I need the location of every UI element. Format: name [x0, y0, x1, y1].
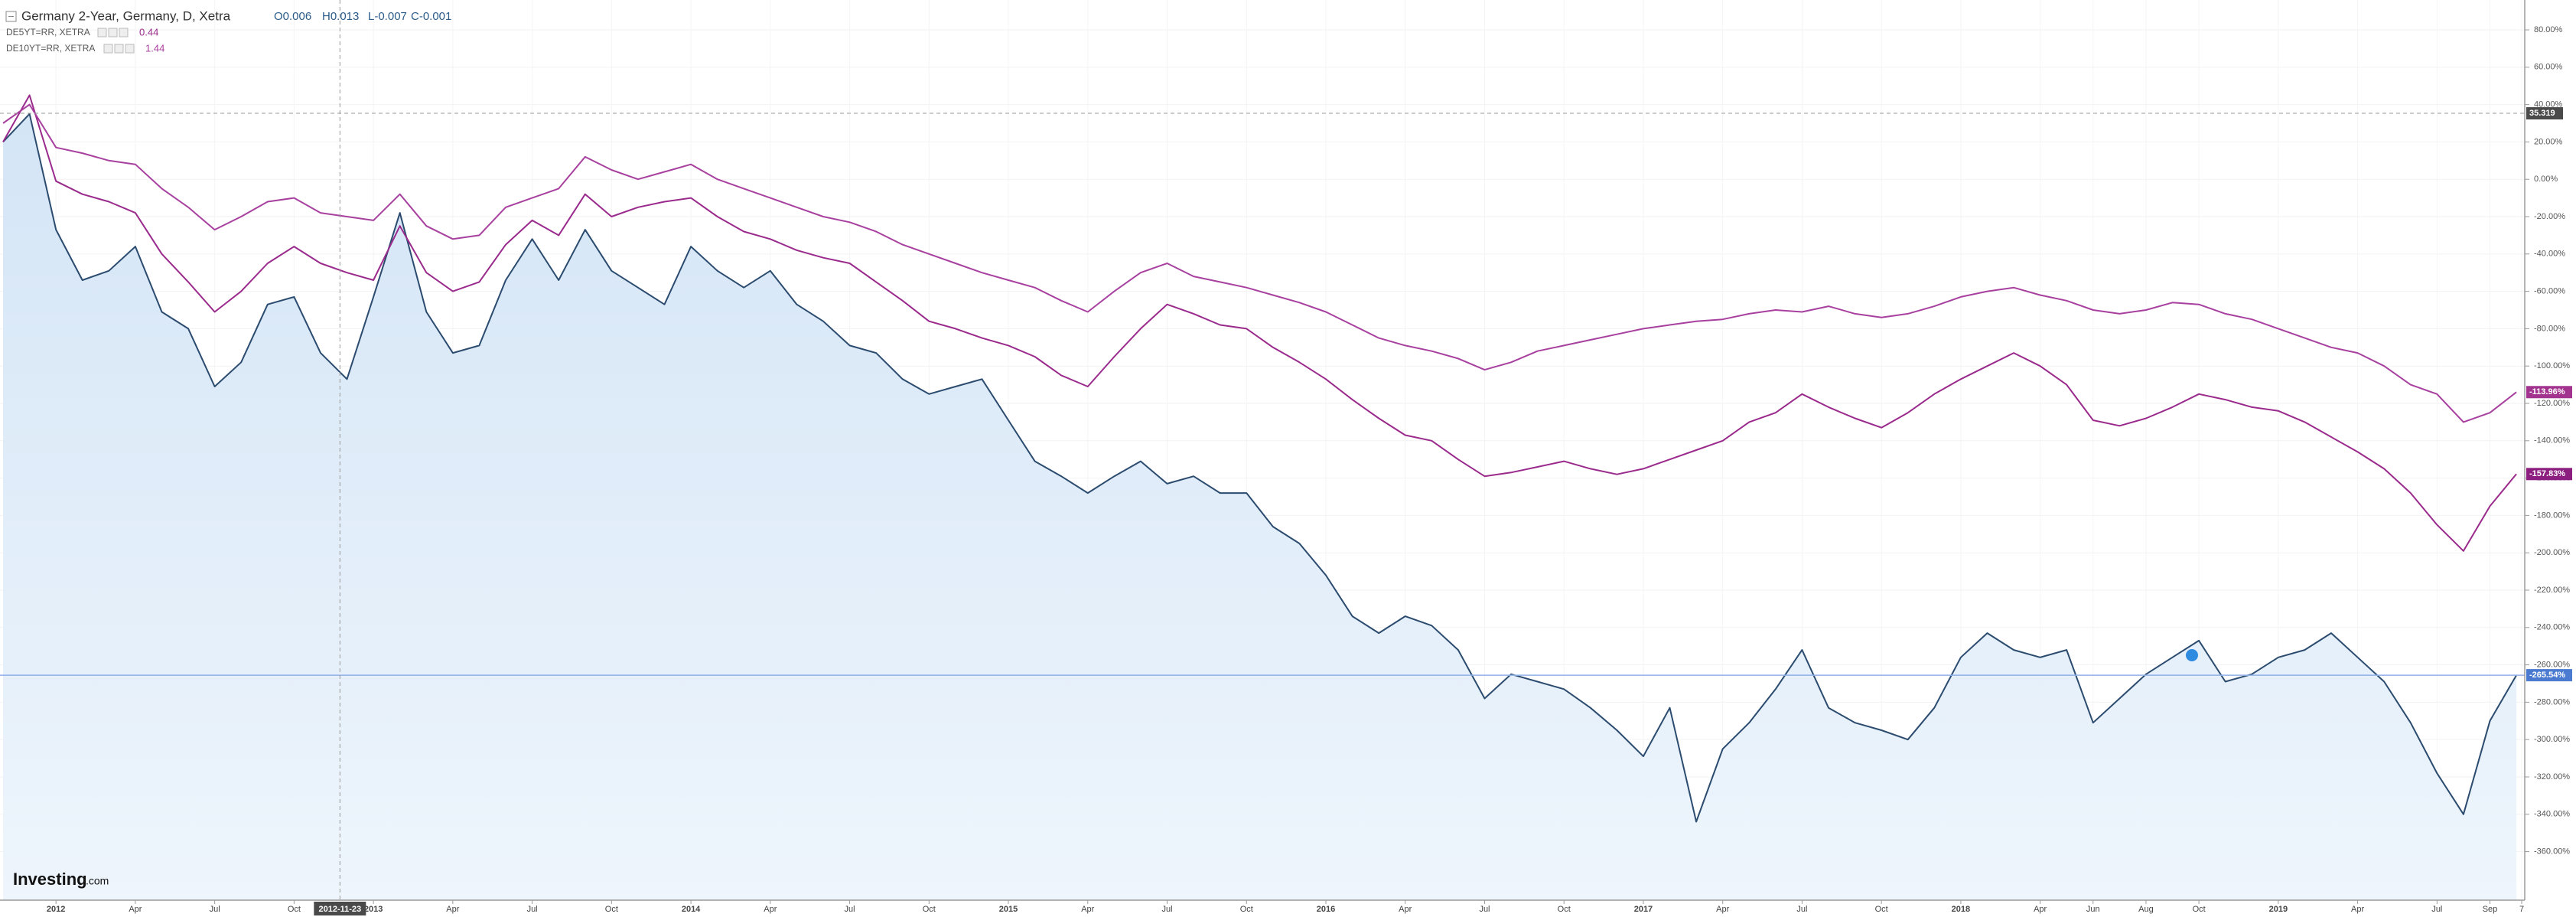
brand-suffix: .com — [86, 875, 109, 887]
value-tag — [2526, 669, 2572, 682]
ohlc-low: L-0.007 — [368, 10, 407, 23]
x-tick-label: Apr — [764, 905, 777, 914]
y-tick-label: 0.00% — [2534, 175, 2558, 184]
x-tick-label: Jul — [2431, 905, 2442, 914]
y-tick-label: 20.00% — [2534, 137, 2563, 146]
collapse-icon[interactable] — [5, 11, 17, 22]
series-line — [2, 113, 2517, 823]
legend-icon[interactable] — [114, 44, 124, 54]
y-tick-label: -200.00% — [2534, 548, 2570, 557]
legend-icon[interactable] — [103, 44, 113, 54]
value-tag — [2526, 386, 2572, 399]
y-tick-label: -140.00% — [2534, 436, 2570, 445]
y-tick-label: -80.00% — [2534, 324, 2565, 333]
x-tick-label: Jul — [527, 905, 538, 914]
plot-area — [0, 0, 2525, 900]
y-tick-label: -100.00% — [2534, 361, 2570, 370]
legend-label: DE10YT=RR, XETRA — [6, 43, 95, 54]
x-tick-label: 2017 — [1634, 905, 1653, 914]
crosshair-y-label: 35.319 — [2529, 109, 2555, 118]
value-tag-label: -113.96% — [2529, 387, 2565, 396]
y-tick-label: -260.00% — [2534, 660, 2570, 669]
y-tick-label: -240.00% — [2534, 623, 2570, 632]
x-tick-label: Sep — [2483, 905, 2498, 914]
y-tick-label: -220.00% — [2534, 586, 2570, 595]
series-line — [2, 103, 2517, 423]
x-tick-label: Apr — [446, 905, 459, 914]
x-tick-label: Jul — [1796, 905, 1807, 914]
x-tick-label: Oct — [1240, 905, 1253, 914]
x-tick-label: Jul — [1479, 905, 1490, 914]
series-line — [2, 94, 2517, 552]
legend-label: DE5YT=RR, XETRA — [6, 27, 90, 38]
y-tick-label: -20.00% — [2534, 212, 2565, 221]
x-tick-label: 2019 — [2269, 905, 2288, 914]
y-tick-label: -340.00% — [2534, 810, 2570, 819]
y-tick-label: -120.00% — [2534, 399, 2570, 408]
x-tick-label: Oct — [288, 905, 301, 914]
y-tick-label: 80.00% — [2534, 25, 2563, 34]
x-tick-label: Apr — [1081, 905, 1094, 914]
x-tick-label: 2014 — [682, 905, 701, 914]
value-tag-label: -157.83% — [2529, 469, 2565, 478]
x-tick-label: Apr — [2351, 905, 2364, 914]
y-tick-label: -180.00% — [2534, 511, 2570, 520]
x-tick-label: 2016 — [1317, 905, 1335, 914]
y-tick-label: 60.00% — [2534, 63, 2563, 72]
x-tick-label: Apr — [129, 905, 142, 914]
x-tick-label: 2015 — [999, 905, 1018, 914]
x-tick-label: Aug — [2138, 905, 2154, 914]
y-tick-label: -300.00% — [2534, 735, 2570, 744]
value-tag-label: -265.54% — [2529, 671, 2565, 680]
legend-value: 0.44 — [139, 26, 158, 38]
y-tick-label: -320.00% — [2534, 772, 2570, 782]
x-tick-label: Oct — [1875, 905, 1888, 914]
x-tick-label: Apr — [1399, 905, 1412, 914]
x-tick-label: Jul — [1161, 905, 1172, 914]
crosshair-y-tag — [2526, 107, 2563, 120]
ohlc-open: O0.006 — [274, 10, 311, 23]
x-tick-label: Jul — [845, 905, 855, 914]
y-tick-label: -40.00% — [2534, 250, 2565, 259]
y-tick-label: 40.00% — [2534, 100, 2563, 109]
ohlc-close: C-0.001 — [411, 10, 451, 23]
x-tick-label: Oct — [923, 905, 936, 914]
x-tick-label: Apr — [2034, 905, 2047, 914]
x-tick-label: Jun — [2086, 905, 2100, 914]
legend-icons — [97, 28, 135, 54]
legend-icon[interactable] — [119, 28, 129, 38]
x-tick-label: 2013 — [364, 905, 383, 914]
x-tick-label: Oct — [2193, 905, 2206, 914]
event-marker[interactable] — [2186, 649, 2198, 661]
y-tick-label: -280.00% — [2534, 697, 2570, 707]
series-area — [3, 113, 2517, 900]
legend-icon[interactable] — [97, 28, 107, 38]
brand-logo: Investing — [13, 870, 87, 889]
x-tick-label: 2012 — [47, 905, 65, 914]
y-tick-label: -360.00% — [2534, 847, 2570, 856]
ohlc-high: H0.013 — [322, 10, 359, 23]
x-tick-label: Oct — [1558, 905, 1571, 914]
crosshair-x-label: 2012-11-23 — [318, 905, 361, 914]
legend-icon[interactable] — [125, 44, 135, 54]
crosshair-x-tag — [314, 902, 366, 915]
x-tick-label: Oct — [605, 905, 618, 914]
x-tick-label: Jul — [210, 905, 220, 914]
x-tick-label: 2018 — [1952, 905, 1970, 914]
chart-title: Germany 2-Year, Germany, D, Xetra — [21, 8, 231, 23]
legend-icon[interactable] — [108, 28, 118, 38]
legend-value: 1.44 — [145, 42, 164, 54]
y-tick-label: -60.00% — [2534, 287, 2565, 296]
value-tag — [2526, 468, 2572, 481]
x-tick-label: Apr — [1716, 905, 1729, 914]
x-tick-label: 7 — [2519, 905, 2524, 914]
